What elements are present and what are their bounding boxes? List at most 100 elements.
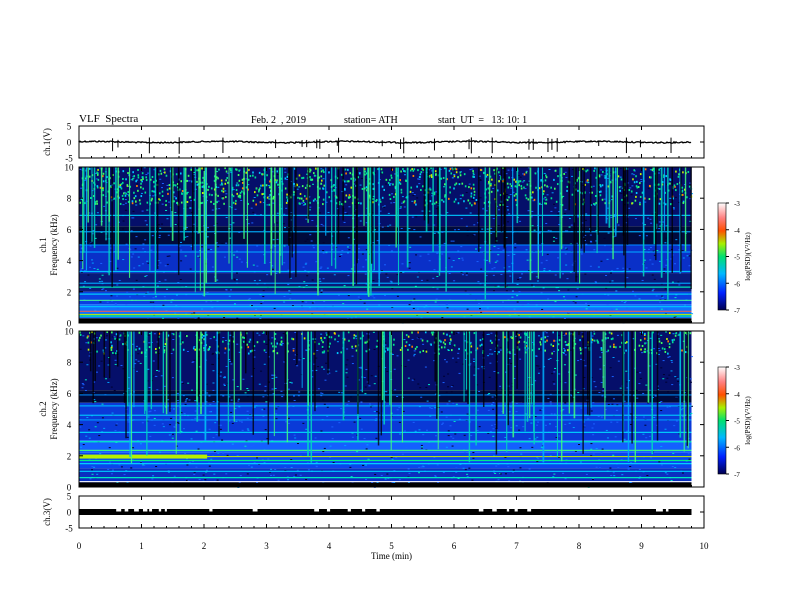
ch2-spectrogram-speck [217, 452, 220, 454]
ch2-spectrogram-speck [176, 422, 179, 424]
ch1-spectrogram-speck [617, 224, 620, 226]
ch2-spectrogram-speck [95, 371, 98, 373]
ch2-spectrogram-speck [345, 364, 348, 366]
ch2-spectrogram-speck [312, 442, 315, 444]
ch1-spectrogram-speck [376, 167, 379, 169]
ch1-spectrogram-topnoise [633, 169, 636, 172]
ch2-spectrogram-speck [351, 363, 354, 365]
ch1-spectrogram-speck [373, 172, 376, 174]
ch2-spectrogram-speck [450, 386, 453, 388]
ch1-spectrogram-topnoise [306, 184, 309, 187]
ch2-spectrogram-speck [375, 437, 378, 439]
ch2-spectrogram-speck [522, 426, 525, 428]
ch2-spectrogram-speck [522, 393, 525, 395]
ch2-spectrogram-speck [373, 348, 376, 350]
ch1-spectrogram-speck [621, 300, 624, 302]
ch2-spectrogram-speck [433, 457, 436, 459]
ch1-spectrogram-speck [141, 210, 144, 212]
ch1-spectrogram-topnoise [224, 182, 227, 185]
ch1-spectrogram-speck [688, 255, 691, 257]
ch3-waveform-gap [326, 508, 331, 512]
ch1-spectrogram-speck [435, 298, 438, 300]
ch1-spectrogram-speck [140, 192, 143, 194]
ch2-spectrogram-speck [340, 408, 343, 410]
ch1-spectrogram-speck [669, 197, 672, 199]
ch2-spectrogram-speck [261, 332, 264, 334]
ch2-spectrogram-speck [396, 355, 399, 357]
ch2-spectrogram-speck [125, 470, 128, 472]
ch1-spectrogram-speck [658, 221, 661, 223]
ch2-spectrogram-speck [346, 404, 349, 406]
ch2-spectrogram-speck [675, 420, 678, 422]
ch1-spectrogram-topnoise [113, 197, 116, 200]
ch1-spectrogram-topnoise [268, 186, 271, 189]
ch2-spectrogram-topnoise [263, 340, 266, 343]
ch2-spectrogram-speck [345, 368, 348, 370]
ch2-spectrogram-speck [314, 437, 317, 439]
ch2-spectrogram-speck [238, 351, 241, 353]
ch1-spectrogram-topnoise [303, 195, 306, 198]
ch2-spectrogram-speck [169, 424, 172, 426]
ch1-spectrogram-speck [549, 186, 552, 188]
ch2-spectrogram-speck [654, 395, 657, 397]
ch1-spectrogram-speck [517, 278, 520, 280]
ch2-spectrogram-topnoise [355, 335, 357, 338]
ch2-spectrogram-speck [349, 466, 352, 468]
ch1-spectrogram-speck [216, 300, 219, 302]
ch1-spectrogram-topnoise [375, 199, 377, 202]
ch1-spectrogram-speck [650, 222, 653, 224]
ch1-spectrogram-speck [234, 208, 237, 210]
ch2-spectrogram-speck [549, 403, 552, 405]
ch1-spectrogram-topnoise [682, 171, 684, 174]
ch1-spectrogram-speck [476, 312, 479, 314]
ch1-spectrogram-topnoise [221, 197, 224, 200]
ch1-spectrogram-speck [485, 275, 488, 277]
ch1-spectrogram-speck [521, 304, 524, 306]
ch2-spectrogram-speck [579, 461, 582, 463]
ch1-spectrogram-topnoise [137, 189, 139, 192]
ch2-spectrogram-speck [592, 434, 595, 436]
ch1-spectrogram-speck [497, 225, 500, 227]
ch1-spectrogram-topnoise [284, 177, 287, 180]
ch2-spectrogram-speck [274, 387, 277, 389]
ch1-spectrogram-topnoise [470, 187, 473, 190]
ch1-spectrogram-topnoise [444, 194, 447, 197]
ch2-spectrogram-speck [223, 376, 226, 378]
ch1-spectrogram-topnoise [142, 187, 144, 190]
ch1-spectrogram-speck [433, 232, 436, 234]
ch1-spectrogram-speck [353, 212, 356, 214]
ch2-spectrogram-speck [452, 357, 455, 359]
ch2-spectrogram-speck [336, 341, 339, 343]
ch2-spectrogram-speck [462, 467, 465, 469]
ch1-spectrogram-speck [161, 223, 164, 225]
ch2-spectrogram-speck [583, 425, 586, 427]
ch2-spectrogram-speck [181, 382, 184, 384]
ch2-spectrogram-speck [513, 365, 516, 367]
ch2-spectrogram-speck [317, 366, 320, 368]
ch1-spectrogram-speck [425, 305, 428, 307]
ch2-spectrogram-speck [384, 366, 387, 368]
ch2-spectrogram-speck [561, 393, 564, 395]
ch2-spectrogram-speck [152, 475, 155, 477]
ch2-spectrogram-speck [322, 352, 325, 354]
ch1-spectrogram-topnoise [238, 194, 241, 197]
ch2-spectrogram-topnoise [141, 351, 143, 354]
ch2-spectrogram-topnoise [336, 352, 339, 355]
ch2-spectrogram-speck [592, 453, 595, 455]
ch2-spectrogram-topnoise [119, 334, 122, 337]
ch2-spectrogram-speck [398, 406, 401, 408]
ch1-spectrogram-topnoise [286, 175, 289, 178]
ch2-spectrogram-topnoise [155, 351, 157, 354]
ch1-spectrogram-speck [262, 202, 265, 204]
ch1-spectrogram-speck [540, 203, 543, 205]
ch2-spectrogram-speck [418, 472, 421, 474]
ch2-spectrogram-topnoise [550, 343, 553, 346]
ch2-spectrogram-speck [338, 391, 341, 393]
ch1-spectrogram-speck [505, 173, 508, 175]
ch2-spectrogram-topnoise [674, 334, 677, 337]
ch1-spectrogram-speck [116, 284, 119, 286]
ch2-spectrogram-speck [328, 446, 331, 448]
ch2-spectrogram-speck [311, 370, 314, 372]
ch1-spectrogram-topnoise [346, 180, 349, 183]
ch1-spectrogram-speck [363, 302, 366, 304]
